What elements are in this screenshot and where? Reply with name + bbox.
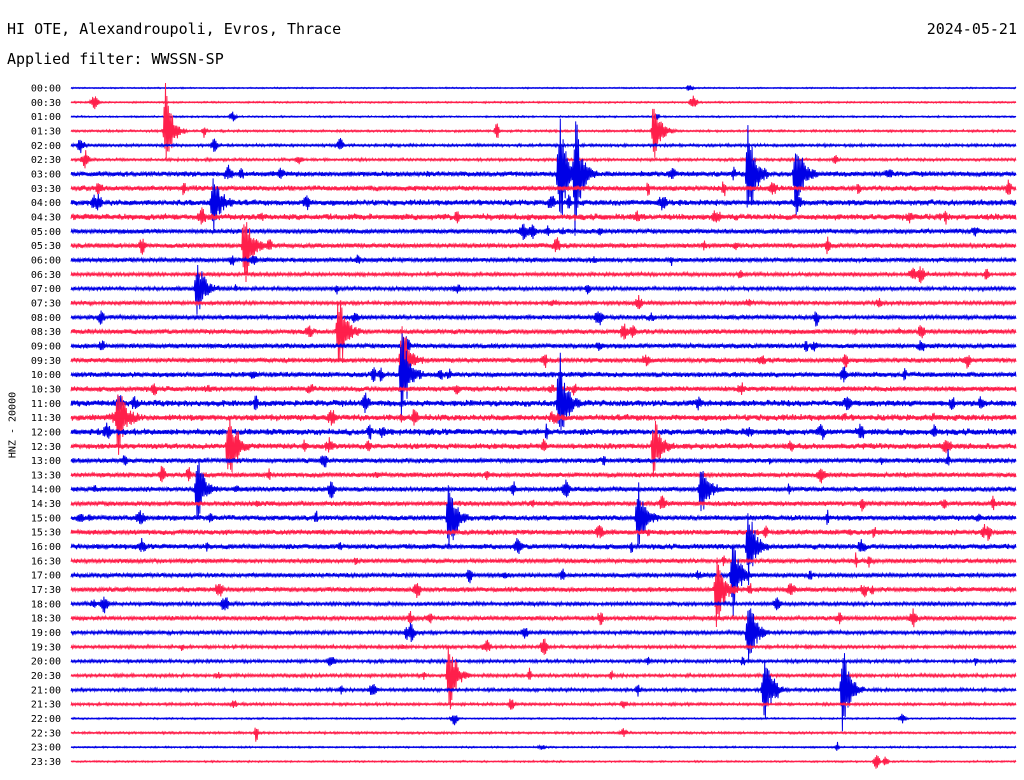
time-tick-label: 04:00 [31, 198, 61, 209]
time-tick-label: 05:00 [31, 227, 61, 238]
trace-line [70, 449, 1017, 468]
time-tick-label: 14:00 [31, 485, 61, 496]
time-tick-label: 16:00 [31, 542, 61, 553]
time-tick-label: 09:30 [31, 356, 61, 367]
time-tick-label: 11:30 [31, 413, 61, 424]
time-tick-label: 18:30 [31, 614, 61, 625]
trace-line [70, 653, 1017, 732]
time-tick-label: 07:00 [31, 284, 61, 295]
time-tick-label: 12:00 [31, 427, 61, 438]
time-tick-label: 15:00 [31, 513, 61, 524]
trace-line [70, 552, 1017, 568]
time-tick-label: 16:30 [31, 556, 61, 567]
time-tick-label: 01:00 [31, 112, 61, 123]
trace-line [70, 266, 1017, 284]
trace-line [70, 741, 1017, 751]
trace-line [70, 638, 1017, 655]
trace-line [70, 336, 1017, 357]
time-tick-label: 07:30 [31, 298, 61, 309]
trace-line [70, 422, 1017, 440]
time-tick-label: 13:00 [31, 456, 61, 467]
trace-line [70, 310, 1017, 327]
time-tick-label: 02:00 [31, 141, 61, 152]
time-tick-label: 15:30 [31, 528, 61, 539]
time-tick-label: 21:30 [31, 700, 61, 711]
time-tick-label: 17:30 [31, 585, 61, 596]
time-tick-label: 17:00 [31, 571, 61, 582]
trace-line [70, 264, 1017, 315]
trace-line [70, 179, 1017, 197]
time-tick-label: 00:00 [31, 84, 61, 95]
trace-line [70, 646, 1017, 710]
filter-label: Applied filter: WWSSN-SP [7, 50, 224, 68]
trace-line [70, 713, 1017, 726]
trace-line [70, 326, 1017, 395]
time-tick-label: 11:00 [31, 399, 61, 410]
time-tick-label: 14:30 [31, 499, 61, 510]
trace-line [70, 294, 1017, 310]
trace-line [70, 608, 1017, 661]
trace-line [70, 727, 1017, 742]
time-tick-label: 06:30 [31, 270, 61, 281]
trace-line [70, 523, 1017, 541]
trace-line [70, 608, 1017, 628]
trace-line [70, 495, 1017, 512]
time-tick-label: 06:00 [31, 255, 61, 266]
time-tick-label: 01:30 [31, 126, 61, 137]
time-tick-label: 22:30 [31, 728, 61, 739]
time-tick-label: 03:30 [31, 184, 61, 195]
time-tick-label: 20:30 [31, 671, 61, 682]
time-tick-label: 09:00 [31, 341, 61, 352]
time-tick-label: 22:00 [31, 714, 61, 725]
record-date: 2024-05-21 [926, 20, 1017, 38]
trace-line [70, 513, 1017, 586]
time-tick-label: 00:30 [31, 98, 61, 109]
trace-line [70, 222, 1017, 283]
time-tick-label: 05:30 [31, 241, 61, 252]
trace-line [70, 382, 1017, 396]
trace-line [70, 207, 1017, 225]
time-tick-label: 12:30 [31, 442, 61, 453]
trace-line [70, 333, 1017, 419]
time-tick-label: 02:30 [31, 155, 61, 166]
time-tick-label: 10:00 [31, 370, 61, 381]
station-title: HI OTE, Alexandroupoli, Evros, Thrace [7, 20, 342, 38]
trace-line [70, 596, 1017, 614]
trace-line [70, 178, 1017, 232]
time-tick-label: 19:30 [31, 642, 61, 653]
time-tick-label: 03:00 [31, 169, 61, 180]
trace-line [70, 482, 1017, 550]
trace-line [70, 223, 1017, 241]
trace-line [70, 394, 1017, 455]
time-tick-label: 21:00 [31, 685, 61, 696]
time-tick-label: 13:30 [31, 470, 61, 481]
trace-line [70, 352, 1017, 431]
trace-line [70, 465, 1017, 484]
time-tick-label: 20:00 [31, 657, 61, 668]
trace-line [70, 118, 1017, 236]
time-tick-label: 04:30 [31, 212, 61, 223]
time-tick-label: 23:00 [31, 743, 61, 754]
time-tick-label: 19:00 [31, 628, 61, 639]
trace-line [70, 460, 1017, 521]
time-tick-label: 08:00 [31, 313, 61, 324]
trace-line [70, 557, 1017, 628]
trace-line [70, 254, 1017, 266]
trace-line [70, 415, 1017, 476]
time-tick-label: 10:30 [31, 384, 61, 395]
trace-line [70, 300, 1017, 362]
time-tick-label: 23:30 [31, 757, 61, 768]
time-tick-label: 18:00 [31, 599, 61, 610]
time-tick-label: 08:30 [31, 327, 61, 338]
